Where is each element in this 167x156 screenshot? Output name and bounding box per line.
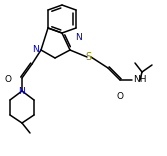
- Text: S: S: [85, 52, 91, 62]
- Text: O: O: [5, 76, 12, 85]
- Text: NH: NH: [133, 76, 146, 85]
- Text: N: N: [19, 86, 25, 95]
- Text: N: N: [75, 34, 82, 42]
- Text: O: O: [117, 92, 124, 101]
- Text: N: N: [32, 46, 39, 54]
